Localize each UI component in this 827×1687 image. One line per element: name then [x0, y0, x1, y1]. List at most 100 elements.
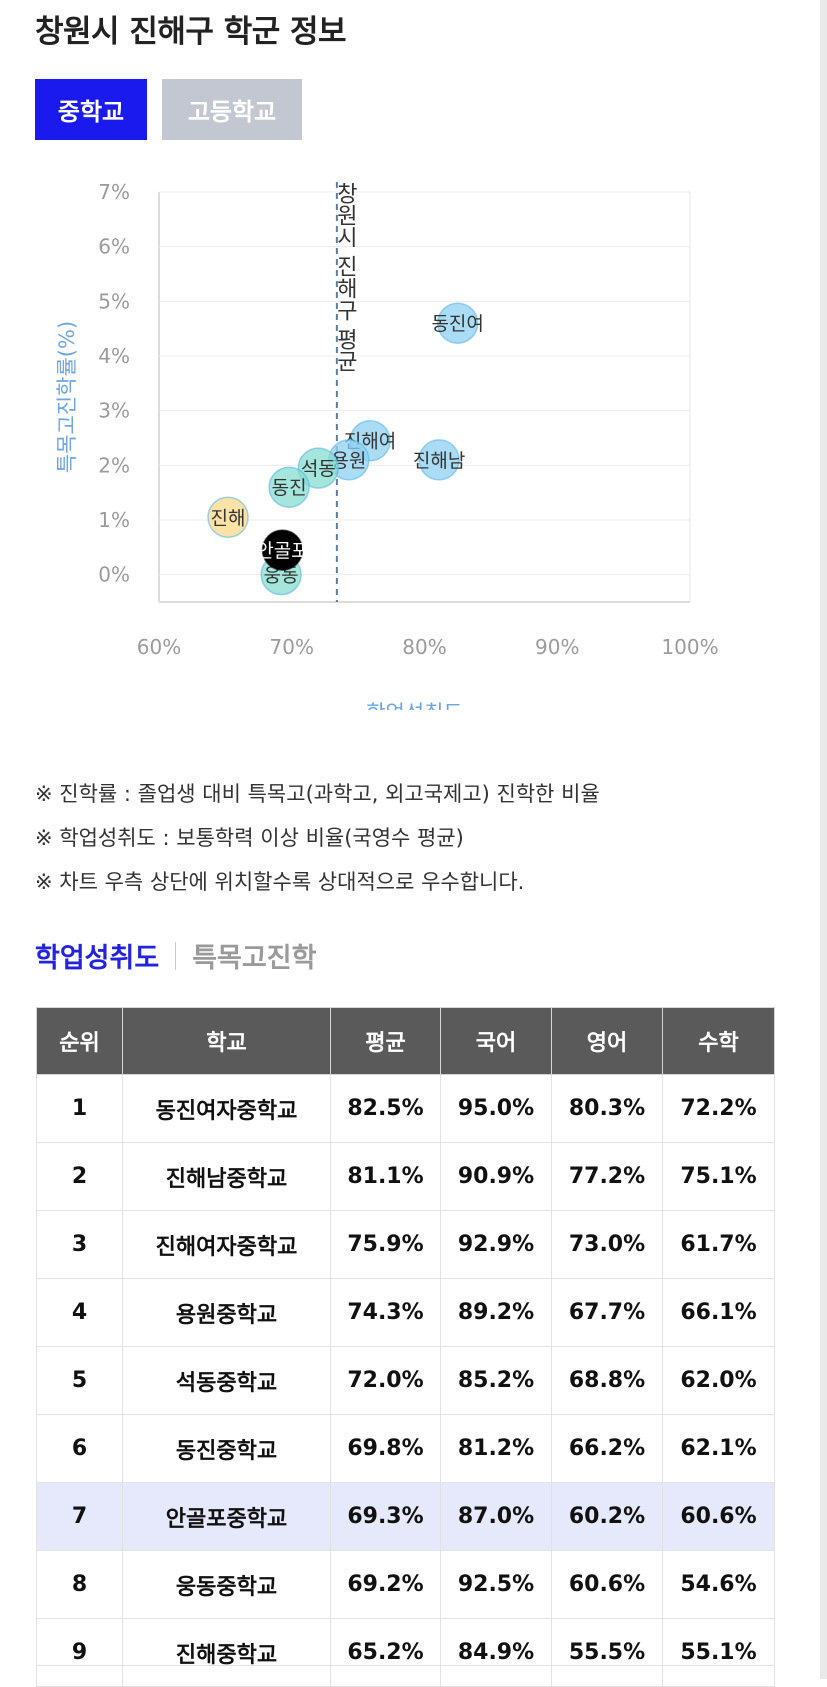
- table-row[interactable]: 2 진해남중학교 81.1% 90.9% 77.2% 75.1%: [36, 1142, 775, 1211]
- cell-math: 75.1%: [662, 1142, 775, 1211]
- table-row[interactable]: 6 동진중학교 69.8% 81.2% 66.2% 62.1%: [36, 1414, 775, 1483]
- cell-school: 안골포중학교: [122, 1482, 331, 1551]
- point-marker: [207, 496, 249, 539]
- cell-average: 65.2%: [330, 1618, 441, 1687]
- tab-middle-school[interactable]: 중학교: [35, 79, 147, 140]
- cell-average: 81.1%: [330, 1142, 441, 1211]
- table-row[interactable]: 4 용원중학교 74.3% 89.2% 67.7% 66.1%: [36, 1278, 775, 1347]
- cell-english: 60.2%: [551, 1482, 663, 1551]
- table-bottom-rule: [36, 1665, 774, 1666]
- y-tick-label: 3%: [98, 399, 130, 423]
- header-average: 평균: [330, 1007, 441, 1075]
- y-tick-label: 5%: [98, 289, 130, 313]
- chart-grid: [158, 191, 691, 603]
- cell-school: 진해중학교: [122, 1618, 331, 1687]
- data-point: 안골포: [256, 529, 309, 571]
- point-marker: [268, 466, 310, 508]
- x-tick-label: 80%: [402, 635, 446, 659]
- district-average-label: 창원시 진해구 평균: [332, 182, 357, 372]
- table-row[interactable]: 7 안골포중학교 69.3% 87.0% 60.2% 60.6%: [36, 1482, 775, 1551]
- x-tick-label: 70%: [270, 635, 314, 659]
- school-level-tabs: 중학교 고등학교: [35, 79, 302, 140]
- data-point: 석동: [297, 447, 340, 489]
- cell-school: 동진중학교: [122, 1414, 331, 1483]
- page-title: 창원시 진해구 학군 정보: [35, 14, 347, 50]
- table-row[interactable]: 5 석동중학교 72.0% 85.2% 68.8% 62.0%: [36, 1346, 775, 1415]
- table-row[interactable]: 9 진해중학교 65.2% 84.9% 55.5% 55.1%: [36, 1618, 775, 1687]
- chart-notes: ※ 진학률 : 졸업생 대비 특목고(과학고, 외고국제고) 진학한 비율 ※ …: [35, 778, 600, 910]
- table-body: 1 동진여자중학교 82.5% 95.0% 80.3% 72.2% 2 진해남중학교 81.1%…: [36, 1074, 775, 1687]
- point-label: 안골포: [256, 540, 308, 562]
- note-achievement: ※ 학업성취도 : 보통학력 이상 비율(국영수 평균): [35, 826, 464, 850]
- cell-average: 82.5%: [330, 1074, 441, 1143]
- point-marker: [418, 439, 460, 481]
- cell-math: 55.1%: [662, 1618, 775, 1687]
- cell-math: 61.7%: [662, 1210, 775, 1279]
- x-tick-label: 90%: [535, 635, 579, 659]
- cell-average: 72.0%: [330, 1346, 441, 1415]
- cell-korean: 85.2%: [440, 1346, 552, 1415]
- cell-rank: 2: [36, 1142, 123, 1211]
- table-row[interactable]: 1 동진여자중학교 82.5% 95.0% 80.3% 72.2%: [36, 1074, 775, 1143]
- y-tick-label: 6%: [98, 235, 130, 259]
- header-english: 영어: [551, 1007, 663, 1075]
- cell-korean: 84.9%: [440, 1618, 552, 1687]
- cell-rank: 6: [36, 1414, 123, 1483]
- tab-achievement[interactable]: 학업성취도: [35, 943, 160, 974]
- point-label: 석동: [301, 458, 336, 480]
- point-label: 동진여: [431, 313, 483, 335]
- table-row[interactable]: 3 진해여자중학교 75.9% 92.9% 73.0% 61.7%: [36, 1210, 775, 1279]
- scatter-chart: 0% 1% 2% 3% 4% 5% 6% 7% 60% 70% 80% 90% 100% 창원시 진해…: [55, 180, 719, 710]
- cell-korean: 92.5%: [440, 1550, 552, 1619]
- y-tick-label: 0%: [98, 563, 130, 587]
- ranking-table: 순위 학교 평균 국어 영어 수학 1 동진여자중학교 82.5% 95.0% 80.3…: [36, 1007, 775, 1687]
- cell-english: 67.7%: [551, 1278, 663, 1347]
- cell-rank: 7: [36, 1482, 123, 1551]
- cell-rank: 4: [36, 1278, 123, 1347]
- header-math: 수학: [662, 1007, 775, 1075]
- header-school: 학교: [122, 1007, 331, 1075]
- cell-rank: 5: [36, 1346, 123, 1415]
- point-marker: [297, 447, 340, 489]
- cell-english: 66.2%: [551, 1414, 663, 1483]
- cell-average: 75.9%: [330, 1210, 441, 1279]
- cell-average: 69.3%: [330, 1482, 441, 1551]
- right-scroll-rail: [820, 0, 827, 1679]
- note-rate: ※ 진학률 : 졸업생 대비 특목고(과학고, 외고국제고) 진학한 비율: [35, 782, 600, 806]
- tab-high-school[interactable]: 고등학교: [162, 79, 302, 140]
- cell-english: 60.6%: [551, 1550, 663, 1619]
- cell-rank: 8: [36, 1550, 123, 1619]
- y-tick-label: 1%: [98, 508, 130, 532]
- x-tick-label: 100%: [661, 635, 718, 659]
- y-axis-label: 특목고진학률(%): [55, 321, 79, 473]
- point-marker: [436, 302, 479, 344]
- cell-school: 용원중학교: [122, 1278, 331, 1347]
- metric-tabs: 학업성취도 특목고진학: [35, 936, 316, 975]
- cell-school: 석동중학교: [122, 1346, 331, 1415]
- cell-english: 77.2%: [551, 1142, 663, 1211]
- data-point: 진해: [207, 496, 249, 539]
- cell-school: 진해남중학교: [122, 1142, 331, 1211]
- cell-average: 69.2%: [330, 1550, 441, 1619]
- table-row[interactable]: 8 웅동중학교 69.2% 92.5% 60.6% 54.6%: [36, 1550, 775, 1619]
- cell-english: 68.8%: [551, 1346, 663, 1415]
- cell-average: 74.3%: [330, 1278, 441, 1347]
- point-label: 웅동: [264, 565, 299, 587]
- cell-rank: 1: [36, 1074, 123, 1143]
- point-label: 진해남: [413, 450, 465, 472]
- cell-korean: 87.0%: [440, 1482, 552, 1551]
- cell-math: 60.6%: [662, 1482, 775, 1551]
- y-tick-label: 7%: [98, 180, 130, 204]
- tab-special-admission[interactable]: 특목고진학: [192, 943, 317, 974]
- cell-average: 69.8%: [330, 1414, 441, 1483]
- cell-korean: 90.9%: [440, 1142, 552, 1211]
- cell-school: 웅동중학교: [122, 1550, 331, 1619]
- y-tick-labels: 0% 1% 2% 3% 4% 5% 6% 7%: [98, 180, 130, 587]
- cell-math: 62.0%: [662, 1346, 775, 1415]
- x-tick-label: 60%: [137, 635, 181, 659]
- cell-english: 55.5%: [551, 1618, 663, 1687]
- cell-korean: 89.2%: [440, 1278, 552, 1347]
- cell-math: 54.6%: [662, 1550, 775, 1619]
- data-point: 동진여: [431, 302, 484, 344]
